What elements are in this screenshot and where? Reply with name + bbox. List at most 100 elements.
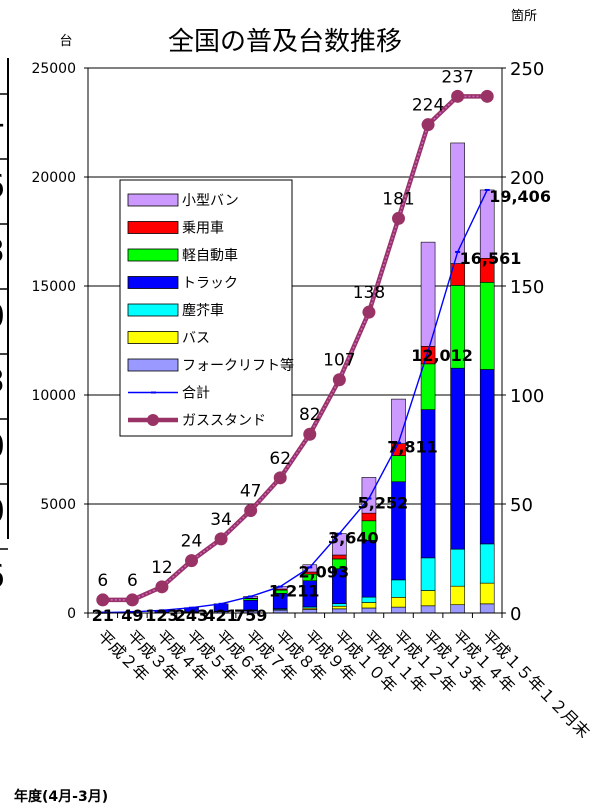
- legend-label: ガススタンド: [182, 413, 266, 429]
- gas-station-marker: [155, 580, 168, 593]
- bar-segment: [421, 242, 435, 346]
- bar-segment: [362, 513, 376, 521]
- bar-segment: [421, 364, 435, 410]
- bar-segment: [451, 605, 465, 613]
- bar-segment: [392, 580, 406, 597]
- gas-station-marker: [244, 504, 257, 517]
- bar-segment: [362, 597, 376, 602]
- right-tick-label: 100: [510, 386, 544, 407]
- legend-swatch: [128, 304, 178, 316]
- total-value-label: 3,640: [328, 529, 379, 548]
- total-value-label: 123: [145, 606, 178, 625]
- total-value-label: 759: [234, 606, 267, 625]
- gas-station-value-label: 12: [151, 558, 173, 578]
- legend-label: 小型バン: [182, 193, 239, 209]
- bar-segment: [303, 610, 317, 613]
- legend-label: 合計: [182, 386, 210, 402]
- gas-station-marker: [451, 90, 464, 103]
- table-fragment-digit: 3: [0, 362, 5, 400]
- gas-station-marker: [215, 532, 228, 545]
- gas-station-value-label: 181: [382, 189, 414, 209]
- gas-station-value-label: 24: [181, 532, 203, 552]
- left-tick-label: 0: [67, 606, 76, 622]
- bar-segment: [480, 604, 494, 613]
- gas-station-marker: [333, 373, 346, 386]
- total-value-label: 5,252: [358, 494, 409, 513]
- gas-station-value-label: 237: [441, 67, 473, 87]
- table-fragment-digit: 4: [0, 102, 5, 140]
- total-value-label: 2,093: [298, 562, 349, 581]
- gas-station-value-label: 62: [269, 449, 291, 469]
- gas-station-marker: [185, 554, 198, 567]
- total-value-label: 421: [204, 606, 237, 625]
- legend-label: 軽自動車: [182, 247, 238, 264]
- right-tick-label: 150: [510, 277, 544, 298]
- total-value-label: 16,561: [460, 249, 522, 268]
- total-value-label: 1,211: [269, 582, 320, 601]
- table-fragment-digit: 0: [0, 492, 5, 530]
- bar-segment: [332, 555, 346, 559]
- gas-station-marker: [303, 428, 316, 441]
- right-tick-label: 250: [510, 59, 544, 80]
- gas-station-value-label: 6: [127, 571, 138, 591]
- gas-station-value-label: 107: [323, 351, 355, 371]
- bar-segment: [421, 558, 435, 591]
- legend-swatch: [128, 277, 178, 289]
- right-tick-label: 50: [510, 495, 533, 516]
- gas-station-marker: [392, 212, 405, 225]
- legend-swatch: [128, 194, 178, 206]
- table-fragment-digit: 6: [0, 167, 5, 205]
- bar-segment: [421, 606, 435, 613]
- bar-segment: [480, 282, 494, 369]
- legend-label: フォークリフト等: [182, 357, 294, 374]
- gas-station-marker: [126, 593, 139, 606]
- right-axis-unit: 箇所: [511, 8, 537, 24]
- bar-segment: [421, 591, 435, 606]
- total-value-label: 21: [92, 606, 114, 625]
- table-fragment-digit: 0: [0, 427, 5, 465]
- bar-segment: [362, 540, 376, 597]
- bar-segment: [332, 609, 346, 613]
- total-value-label: 7,811: [387, 438, 438, 457]
- gas-station-value-label: 82: [299, 405, 321, 425]
- total-value-label: 49: [121, 606, 143, 625]
- legend-swatch: [128, 222, 178, 234]
- legend-swatch: [128, 332, 178, 344]
- total-value-label: 19,406: [489, 187, 551, 206]
- legend-swatch: [128, 359, 178, 371]
- left-tick-label: 25000: [31, 61, 76, 77]
- total-value-label: 243: [175, 606, 208, 625]
- right-tick-label: 0: [510, 604, 521, 625]
- left-tick-label: 5000: [40, 497, 76, 513]
- table-fragment-digit: 0: [0, 297, 5, 335]
- gas-station-marker: [274, 471, 287, 484]
- gas-station-value-label: 47: [240, 482, 262, 502]
- table-fragment-digit: 3: [0, 232, 5, 270]
- bar-segment: [451, 549, 465, 586]
- right-tick-label: 200: [510, 168, 544, 189]
- bar-segment: [451, 368, 465, 549]
- bar-segment: [362, 603, 376, 608]
- legend-label: バス: [182, 331, 210, 347]
- bar-segment: [392, 607, 406, 613]
- bar-segment: [480, 544, 494, 583]
- gas-station-value-label: 6: [97, 571, 108, 591]
- bar-segment: [451, 586, 465, 605]
- left-tick-label: 10000: [31, 388, 76, 404]
- gas-station-marker: [362, 306, 375, 319]
- total-marker: [248, 595, 253, 597]
- gas-station-value-label: 138: [353, 283, 385, 303]
- bar-segment: [392, 456, 406, 482]
- legend-swatch: [128, 249, 178, 261]
- bar-segment: [480, 583, 494, 604]
- bar-segment: [332, 604, 346, 607]
- left-tick-label: 15000: [31, 279, 76, 295]
- bar-segment: [421, 410, 435, 558]
- total-value-label: 12,012: [411, 346, 473, 365]
- bar-segment: [451, 143, 465, 264]
- chart-title: 全国の普及台数推移: [168, 27, 402, 57]
- bar-segment: [362, 608, 376, 613]
- gas-station-marker: [96, 593, 109, 606]
